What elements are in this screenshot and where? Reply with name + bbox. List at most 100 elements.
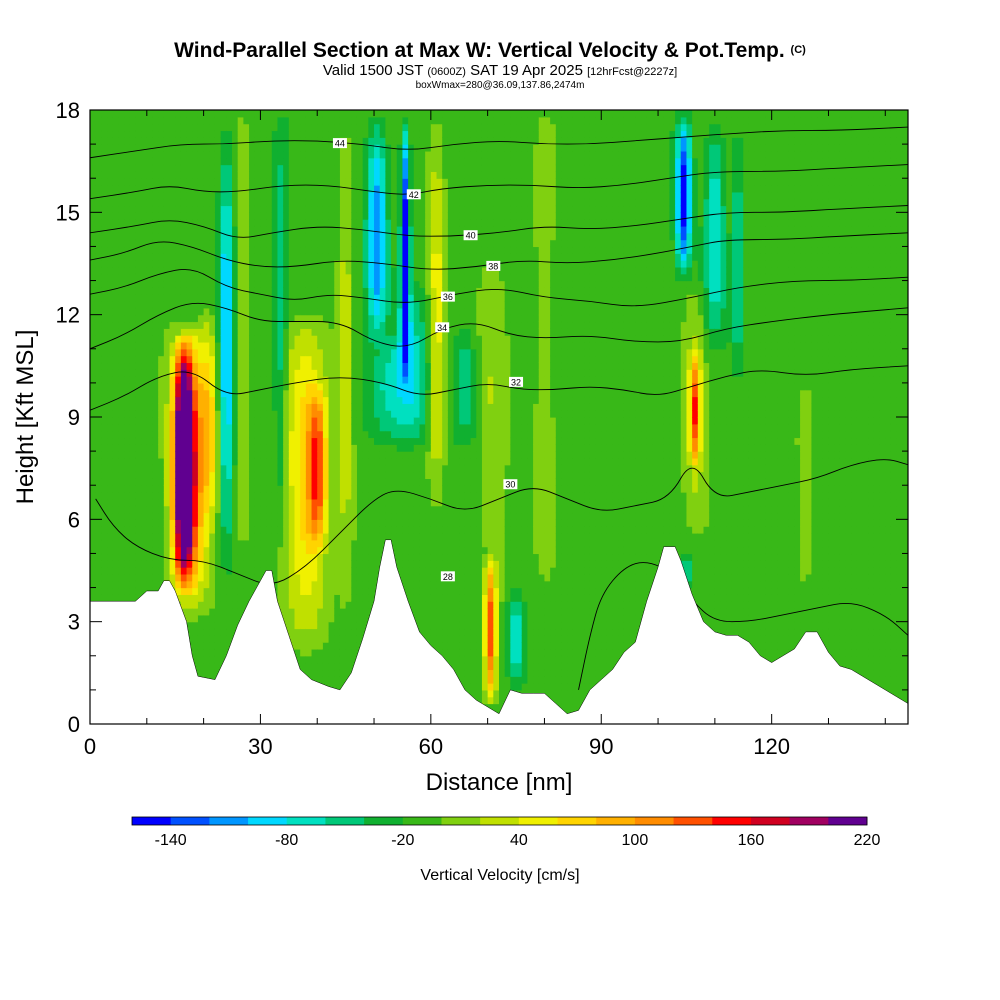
velocity-cell — [129, 485, 137, 493]
velocity-cell — [396, 266, 404, 275]
velocity-cell — [237, 253, 244, 261]
velocity-cell — [396, 362, 404, 370]
velocity-cell — [368, 294, 375, 302]
velocity-cell — [124, 266, 131, 275]
velocity-cell — [294, 560, 301, 568]
velocity-cell — [112, 376, 120, 384]
velocity-cell — [129, 157, 137, 166]
velocity-cell — [186, 444, 193, 452]
velocity-cell — [385, 150, 392, 159]
velocity-cell — [311, 471, 318, 479]
velocity-cell — [396, 232, 404, 241]
velocity-cell — [379, 362, 386, 370]
velocity-cell — [95, 369, 102, 377]
velocity-cell — [118, 185, 125, 193]
velocity-cell — [209, 498, 216, 507]
velocity-cell — [152, 116, 159, 125]
velocity-cell — [118, 191, 125, 200]
velocity-cell — [362, 321, 369, 329]
velocity-cell — [294, 225, 301, 234]
velocity-cell — [163, 273, 171, 282]
velocity-cell — [374, 519, 381, 527]
velocity-cell — [175, 205, 182, 213]
velocity-cell — [90, 553, 97, 561]
velocity-cell — [271, 198, 279, 207]
velocity-cell — [374, 526, 381, 534]
velocity-cell — [396, 110, 404, 118]
velocity-cell — [339, 628, 347, 636]
velocity-cell — [368, 410, 375, 418]
velocity-cell — [135, 301, 142, 309]
velocity-cell — [129, 410, 137, 418]
velocity-cell — [260, 567, 267, 575]
velocity-cell — [186, 178, 193, 186]
velocity-cell — [169, 246, 176, 254]
velocity-cell — [214, 526, 222, 534]
velocity-cell — [141, 376, 148, 384]
velocity-cell — [385, 314, 392, 323]
velocity-cell — [362, 621, 369, 630]
velocity-cell — [152, 444, 159, 452]
velocity-cell — [192, 273, 199, 282]
velocity-cell — [163, 321, 171, 329]
velocity-cell — [169, 526, 176, 534]
velocity-cell — [368, 512, 375, 520]
velocity-cell — [300, 532, 307, 541]
velocity-cell — [158, 253, 165, 261]
velocity-cell — [209, 110, 216, 118]
velocity-cell — [254, 355, 262, 364]
velocity-cell — [243, 273, 250, 282]
velocity-cell — [220, 423, 227, 432]
velocity-cell — [396, 219, 404, 227]
velocity-cell — [334, 457, 341, 466]
velocity-cell — [362, 253, 369, 261]
velocity-cell — [277, 260, 284, 268]
velocity-cell — [396, 301, 404, 309]
velocity-cell — [129, 369, 137, 377]
velocity-cell — [334, 635, 341, 643]
velocity-cell — [90, 532, 97, 541]
velocity-cell — [311, 519, 318, 527]
velocity-cell — [351, 212, 358, 220]
velocity-cell — [277, 369, 284, 377]
velocity-cell — [356, 437, 364, 445]
velocity-cell — [158, 498, 165, 507]
velocity-cell — [243, 423, 250, 432]
velocity-cell — [351, 341, 358, 350]
velocity-cell — [129, 301, 137, 309]
velocity-cell — [379, 526, 386, 534]
velocity-cell — [141, 410, 148, 418]
velocity-cell — [180, 260, 188, 268]
velocity-cell — [249, 587, 256, 595]
velocity-cell — [186, 212, 193, 220]
velocity-cell — [305, 273, 313, 282]
velocity-cell — [334, 573, 341, 582]
velocity-cell — [345, 198, 352, 207]
velocity-cell — [317, 601, 324, 609]
velocity-cell — [152, 212, 159, 220]
velocity-cell — [288, 219, 296, 227]
velocity-cell — [175, 417, 182, 425]
velocity-cell — [90, 301, 97, 309]
velocity-cell — [129, 594, 137, 602]
velocity-cell — [351, 635, 358, 643]
velocity-cell — [163, 239, 171, 248]
velocity-cell — [214, 225, 222, 234]
velocity-cell — [339, 635, 347, 643]
velocity-cell — [379, 485, 386, 493]
velocity-cell — [368, 560, 375, 568]
velocity-cell — [311, 567, 318, 575]
velocity-cell — [260, 355, 267, 364]
velocity-cell — [141, 423, 148, 432]
velocity-cell — [391, 410, 398, 418]
velocity-cell — [385, 130, 392, 138]
velocity-cell — [135, 478, 142, 486]
velocity-cell — [107, 498, 114, 507]
forecast-info: [12hrFcst@2227z] — [587, 66, 677, 78]
velocity-cell — [322, 232, 330, 241]
velocity-cell — [271, 150, 279, 159]
velocity-cell — [271, 567, 279, 575]
velocity-cell — [311, 621, 318, 630]
velocity-cell — [339, 362, 347, 370]
velocity-cell — [300, 498, 307, 507]
